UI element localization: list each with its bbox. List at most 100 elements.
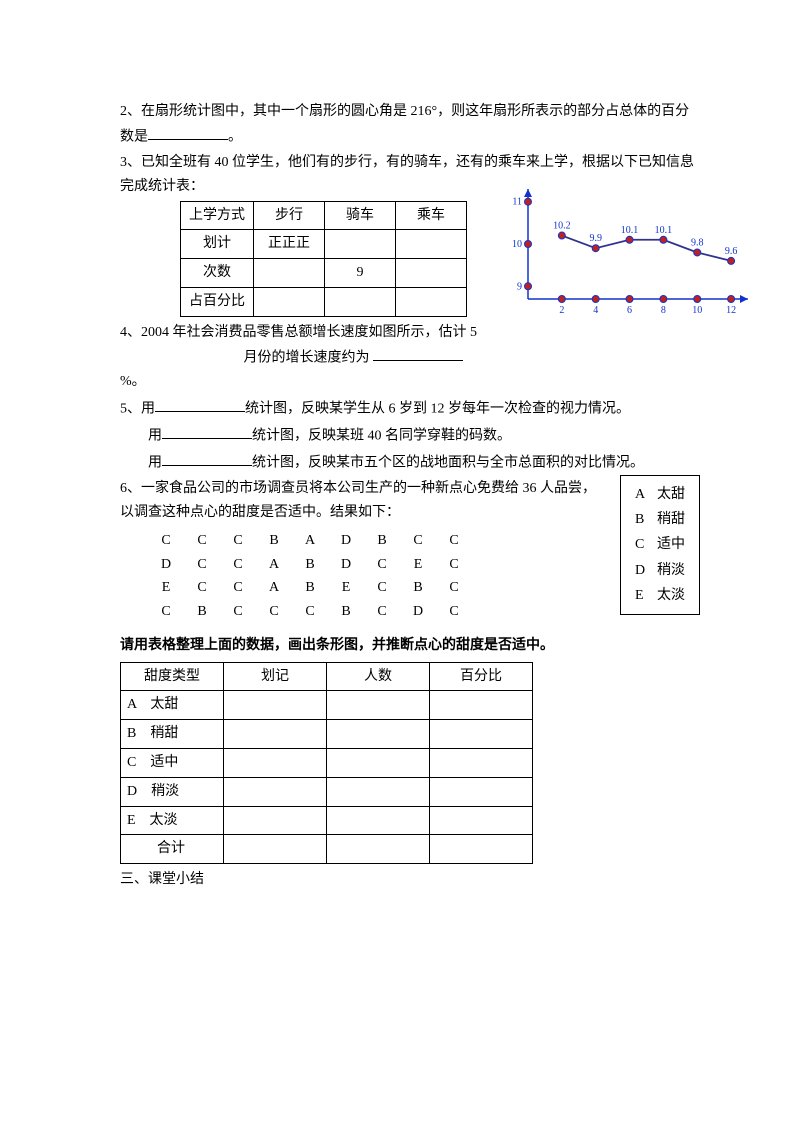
grid-cell: B (184, 600, 220, 624)
grid-cell: B (328, 600, 364, 624)
cell[interactable] (327, 749, 430, 778)
grid-cell: E (148, 576, 184, 600)
cell[interactable] (327, 777, 430, 806)
grid-cell: D (148, 553, 184, 577)
table-row: 次数 9 (181, 259, 467, 288)
cell[interactable] (254, 287, 325, 316)
q5-blank1[interactable] (155, 396, 245, 412)
cell[interactable] (224, 691, 327, 720)
legend-row: D稍淡 (635, 558, 685, 583)
cell: 划记 (224, 662, 327, 691)
cell[interactable] (327, 806, 430, 835)
q5-blank3[interactable] (162, 450, 252, 466)
q4-b: 月份的增长速度约为 (244, 350, 370, 365)
grid-cell: C (400, 529, 436, 553)
svg-text:2: 2 (559, 305, 564, 316)
cell[interactable] (396, 230, 467, 259)
table-row: 甜度类型 划记 人数 百分比 (121, 662, 533, 691)
grid-cell: A (292, 529, 328, 553)
cell: 人数 (327, 662, 430, 691)
cell[interactable] (327, 720, 430, 749)
q5-blank2[interactable] (162, 423, 252, 439)
q6-intro: 6、一家食品公司的市场调查员将本公司生产的一种新点心免费给 36 人品尝，以调查… (120, 477, 596, 525)
q4-blank[interactable] (373, 345, 463, 361)
grid-cell: D (400, 600, 436, 624)
cell[interactable] (224, 835, 327, 864)
cell[interactable]: 9 (325, 259, 396, 288)
cell[interactable] (396, 287, 467, 316)
cell[interactable] (224, 749, 327, 778)
cell[interactable] (224, 720, 327, 749)
cell: 步行 (254, 201, 325, 230)
svg-text:9.6: 9.6 (725, 246, 738, 257)
grid-cell: C (184, 553, 220, 577)
growth-line-chart: 910112468101210.29.910.110.19.89.6 (500, 181, 760, 321)
q5-a: 5、用 (120, 401, 155, 416)
cell[interactable] (430, 749, 533, 778)
grid-cell: C (184, 576, 220, 600)
q6-data-grid: CCCBADBCCDCCABDCECECCABECBCCBCCCBCDC (148, 529, 596, 624)
q3-table: 上学方式 步行 骑车 乘车 划计 正正正 次数 9 占百分比 (180, 201, 467, 317)
cell[interactable] (325, 230, 396, 259)
cell[interactable] (430, 806, 533, 835)
cell[interactable] (327, 691, 430, 720)
cell[interactable] (254, 259, 325, 288)
grid-cell: C (436, 576, 472, 600)
cell: 百分比 (430, 662, 533, 691)
cell: E 太淡 (121, 806, 224, 835)
cell[interactable] (396, 259, 467, 288)
cell[interactable] (430, 777, 533, 806)
q6-legend: A太甜B稍甜C适中D稍淡E太淡 (620, 475, 700, 615)
table-row: A 太甜 (121, 691, 533, 720)
cell[interactable] (430, 835, 533, 864)
cell: A 太甜 (121, 691, 224, 720)
q5-line2: 用 统计图，反映某班 40 名同学穿鞋的码数。 (120, 423, 700, 448)
grid-cell: C (364, 576, 400, 600)
cell: C 适中 (121, 749, 224, 778)
cell[interactable] (224, 806, 327, 835)
cell: 占百分比 (181, 287, 254, 316)
q4-text: 4、2004 年社会消费品零售总额增长速度如图所示，估计 5 月份的增长速度约为… (120, 321, 700, 394)
grid-cell: A (256, 553, 292, 577)
cell[interactable] (224, 777, 327, 806)
grid-cell: C (364, 600, 400, 624)
q5-c: 用 (148, 428, 162, 443)
legend-row: E太淡 (635, 583, 685, 608)
grid-cell: C (220, 576, 256, 600)
q6-block: 6、一家食品公司的市场调查员将本公司生产的一种新点心免费给 36 人品尝，以调查… (120, 477, 700, 624)
grid-cell: C (436, 600, 472, 624)
q5-line1: 5、用统计图，反映某学生从 6 岁到 12 岁每年一次检查的视力情况。 (120, 396, 700, 421)
cell[interactable] (325, 287, 396, 316)
legend-row: B稍甜 (635, 507, 685, 532)
svg-text:10.1: 10.1 (655, 224, 673, 235)
cell[interactable] (327, 835, 430, 864)
cell: 上学方式 (181, 201, 254, 230)
grid-cell: B (292, 576, 328, 600)
grid-cell: C (220, 553, 256, 577)
grid-cell: B (292, 553, 328, 577)
cell[interactable] (430, 691, 533, 720)
table-row: E 太淡 (121, 806, 533, 835)
grid-cell: D (328, 553, 364, 577)
q5-e: 用 (148, 455, 162, 470)
svg-text:10: 10 (512, 239, 522, 250)
q2-text: 2、在扇形统计图中，其中一个扇形的圆心角是 216°，则这年扇形所表示的部分占总… (120, 100, 700, 149)
grid-cell: C (220, 529, 256, 553)
svg-text:10: 10 (692, 305, 702, 316)
cell[interactable] (430, 720, 533, 749)
grid-cell: B (256, 529, 292, 553)
cell: 次数 (181, 259, 254, 288)
svg-text:4: 4 (593, 305, 598, 316)
table-row: 划计 正正正 (181, 230, 467, 259)
grid-cell: C (436, 553, 472, 577)
q2-blank[interactable] (148, 124, 228, 140)
svg-text:11: 11 (512, 196, 522, 207)
grid-cell: D (328, 529, 364, 553)
q5-d: 统计图，反映某班 40 名同学穿鞋的码数。 (252, 428, 511, 443)
cell[interactable]: 正正正 (254, 230, 325, 259)
q5-line3: 用统计图，反映某市五个区的战地面积与全市总面积的对比情况。 (120, 450, 700, 475)
section-3-heading: 三、课堂小结 (120, 868, 700, 892)
table-row: 上学方式 步行 骑车 乘车 (181, 201, 467, 230)
grid-cell: C (364, 553, 400, 577)
cell: 骑车 (325, 201, 396, 230)
